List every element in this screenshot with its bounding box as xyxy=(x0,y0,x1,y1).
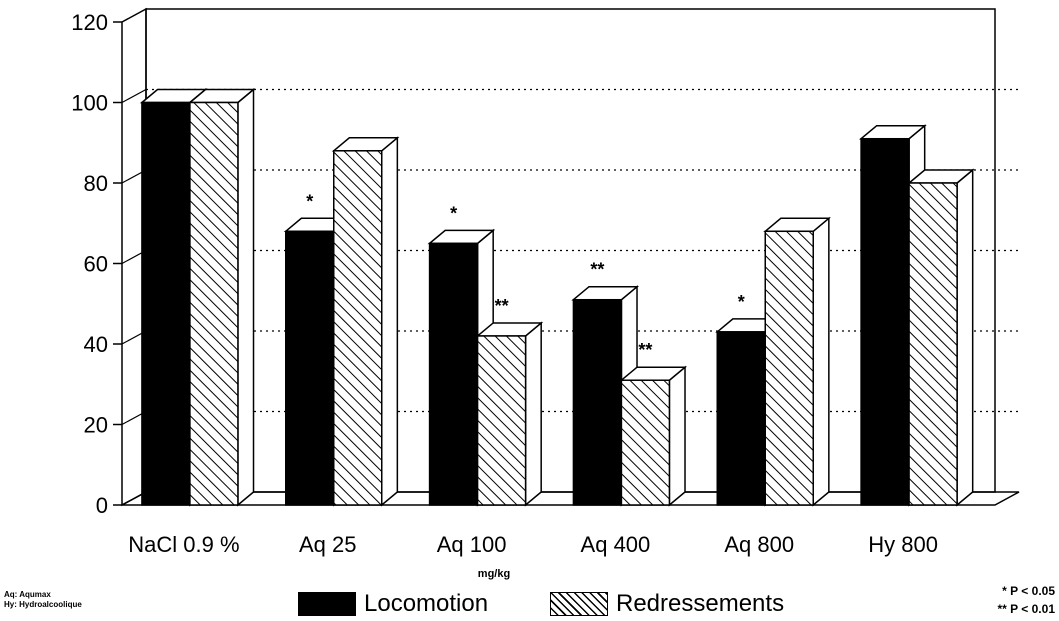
x-tick-label: Aq 100 xyxy=(437,532,507,557)
significance-marks: ********* xyxy=(306,191,745,360)
x-tick-label: NaCl 0.9 % xyxy=(128,532,239,557)
significance-mark: * xyxy=(450,203,457,223)
x-tick-label: Aq 400 xyxy=(581,532,651,557)
x-tick-label: Hy 800 xyxy=(868,532,938,557)
x-tick-label: Aq 800 xyxy=(724,532,794,557)
bar-locomotion xyxy=(285,230,335,506)
bar-redressements xyxy=(189,101,239,506)
y-tick-label: 120 xyxy=(71,10,108,35)
bar-locomotion xyxy=(572,298,623,506)
y-tick-label: 20 xyxy=(84,413,108,438)
y-tick-label: 40 xyxy=(84,332,108,357)
bar-redressements xyxy=(476,335,527,506)
legend-label-locomotion: Locomotion xyxy=(364,590,489,617)
bar-locomotion xyxy=(860,137,910,506)
bars xyxy=(139,87,975,507)
bar-side xyxy=(237,87,255,507)
significance-p005: * P < 0.05 xyxy=(1002,584,1055,598)
bar-side xyxy=(381,136,399,507)
bar-redressements xyxy=(764,230,814,506)
bar-redressements xyxy=(908,182,958,506)
gridline-wall xyxy=(121,88,147,104)
y-axis-ticks: 0 20 40 60 80 100 120 xyxy=(71,10,122,518)
abbreviation-aq: Aq: Aqumax xyxy=(4,590,51,599)
legend-item-redressements: Redressements xyxy=(550,590,785,617)
bar-side xyxy=(668,365,686,507)
y-tick-label: 80 xyxy=(84,171,108,196)
significance-mark: ** xyxy=(638,340,652,360)
significance-mark: * xyxy=(306,191,313,211)
bar-locomotion xyxy=(141,101,191,506)
bar-locomotion xyxy=(428,242,479,506)
bar-side xyxy=(524,321,542,507)
significance-p001: ** P < 0.01 xyxy=(997,602,1056,616)
legend-label-redressements: Redressements xyxy=(616,590,785,617)
bar-redressements xyxy=(333,150,383,506)
legend-item-locomotion: Locomotion xyxy=(298,590,489,617)
y-tick-label: 60 xyxy=(84,252,108,277)
x-tick-label: Aq 25 xyxy=(299,532,357,557)
bar-side xyxy=(812,216,830,507)
x-axis-labels: NaCl 0.9 % Aq 25 Aq 100 Aq 400 Aq 800 Hy 800 xyxy=(128,532,938,557)
y-tick-label: 0 xyxy=(96,493,108,518)
x-unit-label: mg/kg xyxy=(478,568,510,580)
legend-swatch-solid xyxy=(298,592,356,616)
bar-side xyxy=(956,168,974,507)
significance-mark: * xyxy=(738,292,745,312)
significance-mark: ** xyxy=(590,260,604,280)
bar-locomotion xyxy=(716,331,766,506)
floor xyxy=(121,491,1020,506)
bar-redressements xyxy=(620,379,671,506)
y-tick-label: 100 xyxy=(71,91,108,116)
significance-mark: ** xyxy=(495,296,509,316)
abbreviation-hy: Hy: Hydroalcoolique xyxy=(4,600,82,609)
legend-swatch-hatched xyxy=(550,592,608,616)
